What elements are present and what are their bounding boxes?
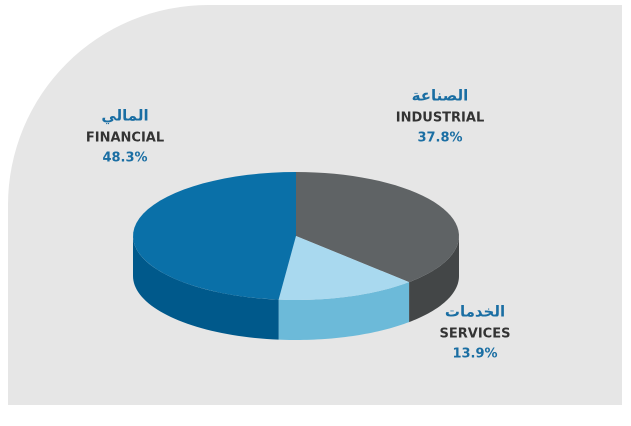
value-label: 48.3% [102, 151, 147, 166]
pie-slice [278, 236, 410, 300]
label-english: INDUSTRIAL [396, 111, 485, 126]
value-label: 13.9% [452, 347, 497, 362]
label-english: SERVICES [440, 327, 511, 342]
pie-slice-side [278, 282, 410, 340]
label-arabic: الخدمات [445, 303, 505, 321]
label-arabic: المالي [101, 107, 148, 125]
pie-slice [296, 172, 459, 283]
pie-slice-side [409, 236, 459, 323]
label-english: FINANCIAL [86, 131, 164, 146]
pie-slice [133, 172, 296, 300]
label-arabic: الصناعة [412, 87, 469, 105]
value-label: 37.8% [417, 131, 462, 146]
pie-slice-side [133, 236, 279, 340]
